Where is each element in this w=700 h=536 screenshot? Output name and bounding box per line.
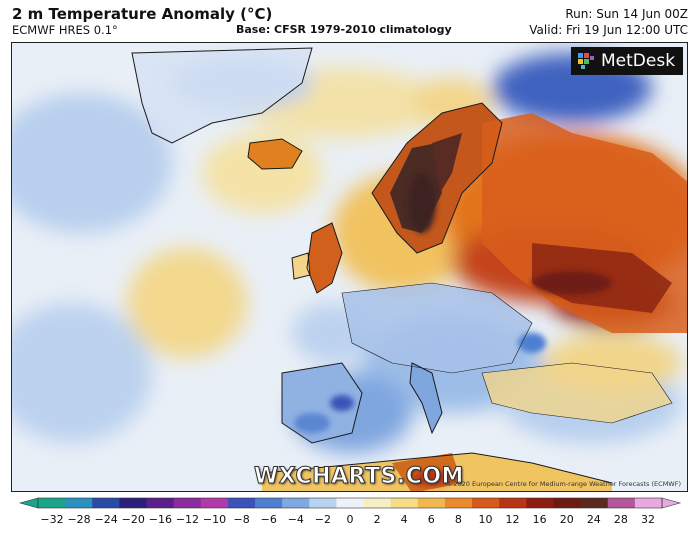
colorbar-segment: [65, 498, 93, 508]
coastlines: [131, 47, 673, 484]
colorbar-tick-label: −10: [202, 513, 227, 526]
colorbar-tick-label: 8: [454, 513, 462, 526]
colorbar-segment: [173, 498, 202, 508]
colorbar-tick-label: −24: [94, 513, 118, 526]
landmasses: [132, 48, 687, 491]
anomaly-detail: [294, 173, 612, 486]
colorbar-tick-label: 28: [613, 513, 628, 526]
metdesk-logo: MetDesk: [571, 47, 683, 75]
colorbar-segment: [417, 498, 446, 508]
colorbar-tick-label: −6: [260, 513, 277, 526]
anomaly-map: MetDesk WXCHARTS.COM ©2020 European Cent…: [11, 42, 688, 492]
metdesk-mark-icon: [577, 52, 595, 70]
colorbar-tick-label: −20: [121, 513, 145, 526]
colorbar-tick-label: 4: [400, 513, 408, 526]
colorbar: −32 −28 −24 −20 −16 −12 −10 −8 −6 −4 −2 0 2 4 6 8 10 12 16…: [0, 494, 700, 536]
colorbar-tick-label: −2: [314, 513, 332, 526]
wxcharts-watermark: WXCHARTS.COM: [254, 464, 464, 490]
base-label: Base: CFSR 1979-2010 climatology: [236, 23, 452, 36]
colorbar-segment: [92, 498, 120, 508]
colorbar-tick-label: −12: [175, 513, 200, 526]
map-canvas: [12, 43, 687, 491]
run-label: Run: Sun 14 Jun 00Z: [565, 7, 688, 21]
colorbar-tick-label: −8: [233, 513, 250, 526]
colorbar-tick-label: 20: [559, 513, 574, 526]
colorbar-segment: [444, 498, 473, 508]
colorbar-segment: [282, 498, 310, 508]
header: 2 m Temperature Anomaly (°C) ECMWF HRES …: [0, 0, 700, 42]
colorbar-tick-label: 6: [427, 513, 435, 526]
colorbar-tick-label: 24: [586, 513, 601, 526]
colorbar-tick-label: 32: [641, 513, 655, 526]
colorbar-left-arrow: [18, 497, 39, 509]
colorbar-segment: [634, 498, 663, 508]
colorbar-segment: [363, 498, 392, 508]
colorbar-segment: [472, 498, 500, 508]
colorbar-segment: [227, 498, 256, 508]
metdesk-logo-text: MetDesk: [601, 51, 676, 71]
colorbar-tick-label: 0: [346, 513, 354, 526]
colorbar-tick-label: 16: [532, 513, 547, 526]
colorbar-tick-label: −16: [148, 513, 172, 526]
colorbar-right-arrow: [661, 497, 682, 509]
colorbar-segment: [553, 498, 582, 508]
colorbar-segment: [309, 498, 337, 508]
copyright-note: ©2020 European Centre for Medium-range W…: [446, 480, 681, 488]
colorbar-segment: [607, 498, 636, 508]
colorbar-segment: [390, 498, 419, 508]
colorbar-tick-label: −32: [40, 513, 64, 526]
colorbar-segment: [526, 498, 554, 508]
colorbar-segment: [146, 498, 175, 508]
colorbar-segment: [336, 498, 365, 508]
colorbar-segment: [200, 498, 229, 508]
colorbar-tick-label: 10: [478, 513, 493, 526]
colorbar-segment: [119, 498, 148, 508]
colorbar-segment: [499, 498, 527, 508]
colorbar-segment: [38, 498, 66, 508]
colorbar-frame: [37, 497, 663, 509]
model-label: ECMWF HRES 0.1°: [12, 23, 118, 37]
valid-label: Valid: Fri 19 Jun 12:00 UTC: [529, 23, 688, 37]
map-title: 2 m Temperature Anomaly (°C): [12, 5, 273, 23]
colorbar-tick-label: 2: [373, 513, 381, 526]
colorbar-strip: [18, 497, 682, 509]
colorbar-segment: [255, 498, 283, 508]
colorbar-tick-label: −4: [287, 513, 304, 526]
colorbar-tick-label: −28: [67, 513, 91, 526]
colorbar-segment: [580, 498, 609, 508]
colorbar-tick-label: 12: [505, 513, 520, 526]
